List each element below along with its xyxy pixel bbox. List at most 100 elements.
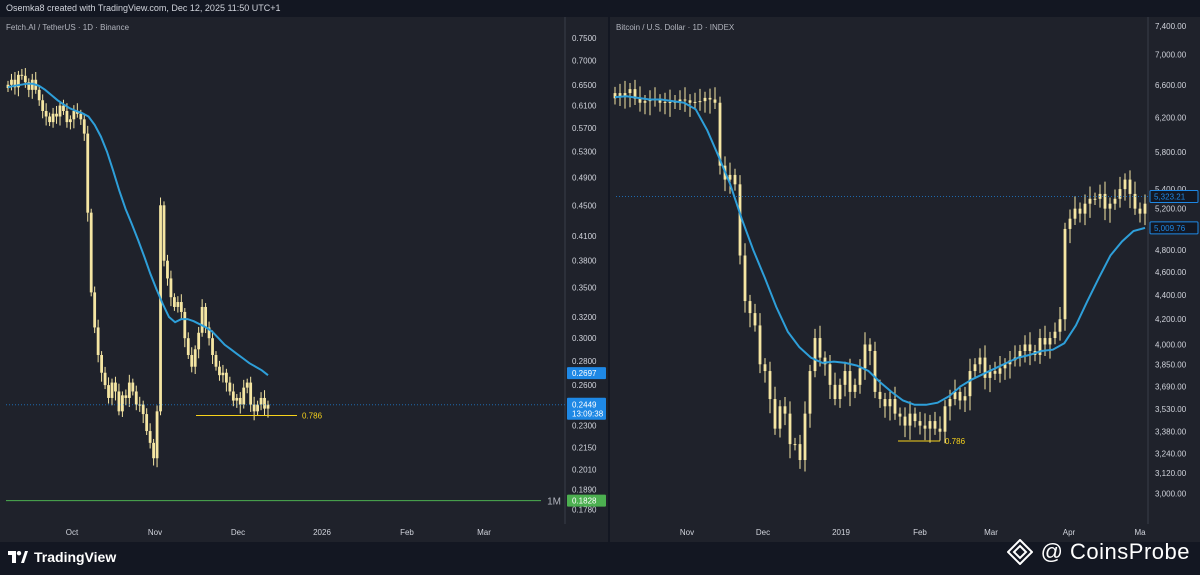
candle-body [868, 344, 872, 352]
candle-body [853, 384, 857, 392]
coinsprobe-brand: @ CoinsProbe [1006, 538, 1190, 566]
x-tick-label: Ma [1134, 528, 1146, 537]
candle-body [823, 357, 827, 365]
y-tick-label: 6,600.00 [1155, 81, 1187, 90]
candle-body [176, 302, 180, 307]
y-tick-label: 7,000.00 [1155, 51, 1187, 60]
candle-body [678, 99, 682, 102]
candle-body [110, 382, 114, 398]
candle-body [638, 98, 642, 103]
candle-body [193, 349, 197, 367]
candle-body [738, 184, 742, 256]
candle-body [893, 399, 897, 414]
x-tick-label: Oct [66, 528, 79, 537]
candle-body [79, 113, 83, 120]
fetch-chart-panel[interactable]: Fetch.AI / TetherUS · 1D · Binance 0.7500… [0, 17, 608, 542]
candle-body [948, 399, 952, 407]
candle-body [204, 306, 207, 328]
y-tick-label: 3,850.00 [1155, 360, 1187, 369]
candle-body [1058, 319, 1062, 332]
y-tick-label: 0.2010 [572, 465, 597, 474]
ema-line [614, 95, 1146, 406]
y-tick-label: 5,800.00 [1155, 148, 1187, 157]
candle-body [808, 371, 812, 414]
candle-body [103, 372, 107, 386]
candle-body [683, 99, 687, 101]
candle-body [1078, 208, 1082, 214]
candle-body [1043, 338, 1047, 345]
y-tick-label: 0.4900 [572, 173, 597, 182]
candle-body [1133, 193, 1137, 209]
tradingview-brand-label: TradingView [34, 549, 117, 565]
candle-body [828, 364, 832, 385]
candle-body [1028, 344, 1032, 352]
y-tick-label: 0.4500 [572, 201, 597, 210]
y-tick-label: 3,240.00 [1155, 450, 1187, 459]
candle-body [793, 444, 797, 446]
candle-body [37, 89, 41, 101]
candle-body [218, 366, 221, 376]
candle-body [753, 313, 757, 326]
ema-line [7, 82, 269, 376]
candle-body [96, 327, 100, 356]
candle-body [998, 368, 1002, 374]
candle-body [628, 89, 632, 94]
candle-body [131, 382, 135, 392]
footer-bar [0, 542, 1200, 575]
candle-body [993, 371, 997, 374]
candle-body [263, 397, 266, 409]
y-tick-label: 0.4100 [572, 232, 597, 241]
candle-body [693, 101, 697, 103]
candle-body [1103, 193, 1107, 209]
candle-body [688, 100, 692, 103]
candle-body [813, 338, 817, 372]
candle-body [256, 404, 259, 412]
candle-body [141, 404, 145, 415]
candle-body [1113, 198, 1117, 204]
candle-body [148, 431, 152, 443]
candle-body [107, 385, 110, 398]
countdown-label: 13:09:38 [572, 410, 604, 419]
candle-body [1088, 198, 1092, 204]
candle-body [878, 391, 882, 400]
header-bar: Osemka8 created with TradingView.com, De… [0, 0, 1200, 17]
candle-body [1073, 208, 1077, 219]
candle-body [17, 74, 20, 88]
candle-body [138, 404, 142, 406]
y-tick-label: 0.5700 [572, 124, 597, 133]
y-tick-label: 4,000.00 [1155, 340, 1187, 349]
candle-body [124, 395, 128, 398]
bitcoin-chart-panel[interactable]: Bitcoin / U.S. Dollar · 1D · INDEX 7,400.… [610, 17, 1200, 542]
candle-body [48, 116, 51, 123]
candle-body [1023, 344, 1027, 352]
y-tick-label: 4,400.00 [1155, 291, 1187, 300]
candle-body [1093, 198, 1097, 200]
candle-body [743, 255, 747, 302]
candle-body [918, 421, 922, 426]
candle-body [134, 391, 138, 405]
candle-body [783, 406, 787, 414]
candle-body [69, 119, 72, 123]
candle-body [169, 278, 173, 298]
candle-body [152, 442, 155, 459]
candle-body [863, 344, 867, 369]
price-badge-label: 5,323.21 [1154, 193, 1186, 202]
coinsprobe-brand-label: @ CoinsProbe [1040, 539, 1190, 564]
fetch-chart[interactable]: Fetch.AI / TetherUS · 1D · Binance 0.7500… [0, 17, 608, 542]
bitcoin-chart[interactable]: Bitcoin / U.S. Dollar · 1D · INDEX 7,400.… [610, 17, 1200, 542]
candle-body [23, 75, 27, 83]
candle-body [62, 105, 65, 111]
y-tick-label: 3,530.00 [1155, 405, 1187, 414]
candle-body [1143, 203, 1147, 214]
candle-body [908, 413, 912, 426]
support-price-badge [567, 494, 606, 507]
y-tick-label: 0.3200 [572, 313, 597, 322]
candle-body [44, 110, 48, 117]
y-tick-label: 3,000.00 [1155, 489, 1187, 498]
candle-body [923, 425, 927, 429]
tradingview-brand[interactable]: TradingView [8, 547, 116, 567]
price-badge [1149, 190, 1199, 204]
x-tick-label: 2019 [832, 528, 850, 537]
candle-body [100, 355, 103, 373]
candle-body [221, 372, 225, 376]
